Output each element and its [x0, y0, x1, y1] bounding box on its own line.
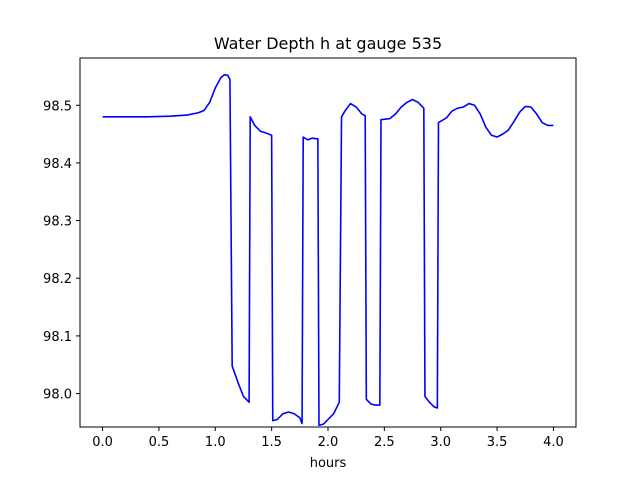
axes-frame	[79, 57, 577, 428]
x-tick-label: 1.0	[205, 435, 226, 450]
chart-title: Water Depth h at gauge 535	[214, 34, 442, 53]
x-tick-label: 2.5	[374, 435, 395, 450]
x-tick-label: 0.0	[92, 435, 113, 450]
x-axis-label: hours	[310, 456, 347, 471]
y-tick-label: 98.3	[43, 215, 72, 230]
x-tick-label: 2.0	[318, 435, 339, 450]
x-tick-label: 0.5	[149, 435, 170, 450]
plot-area	[102, 73, 554, 427]
x-tick-label: 1.5	[261, 435, 282, 450]
y-tick-label: 98.0	[43, 388, 72, 403]
y-axis-ticks: 98.0 98.1 98.2 98.3 98.4 98.5	[43, 99, 80, 403]
y-tick-label: 98.4	[43, 157, 72, 172]
y-tick-label: 98.1	[43, 330, 72, 345]
series-line-0	[102, 73, 554, 427]
x-tick-label: 4.0	[543, 435, 564, 450]
y-tick-label: 98.2	[43, 272, 72, 287]
x-tick-label: 3.0	[430, 435, 451, 450]
x-axis-ticks: 0.0 0.5 1.0 1.5 2.0 2.5 3.0 3.5 4.0	[92, 427, 564, 450]
y-tick-label: 98.5	[43, 99, 72, 114]
x-tick-label: 3.5	[487, 435, 508, 450]
